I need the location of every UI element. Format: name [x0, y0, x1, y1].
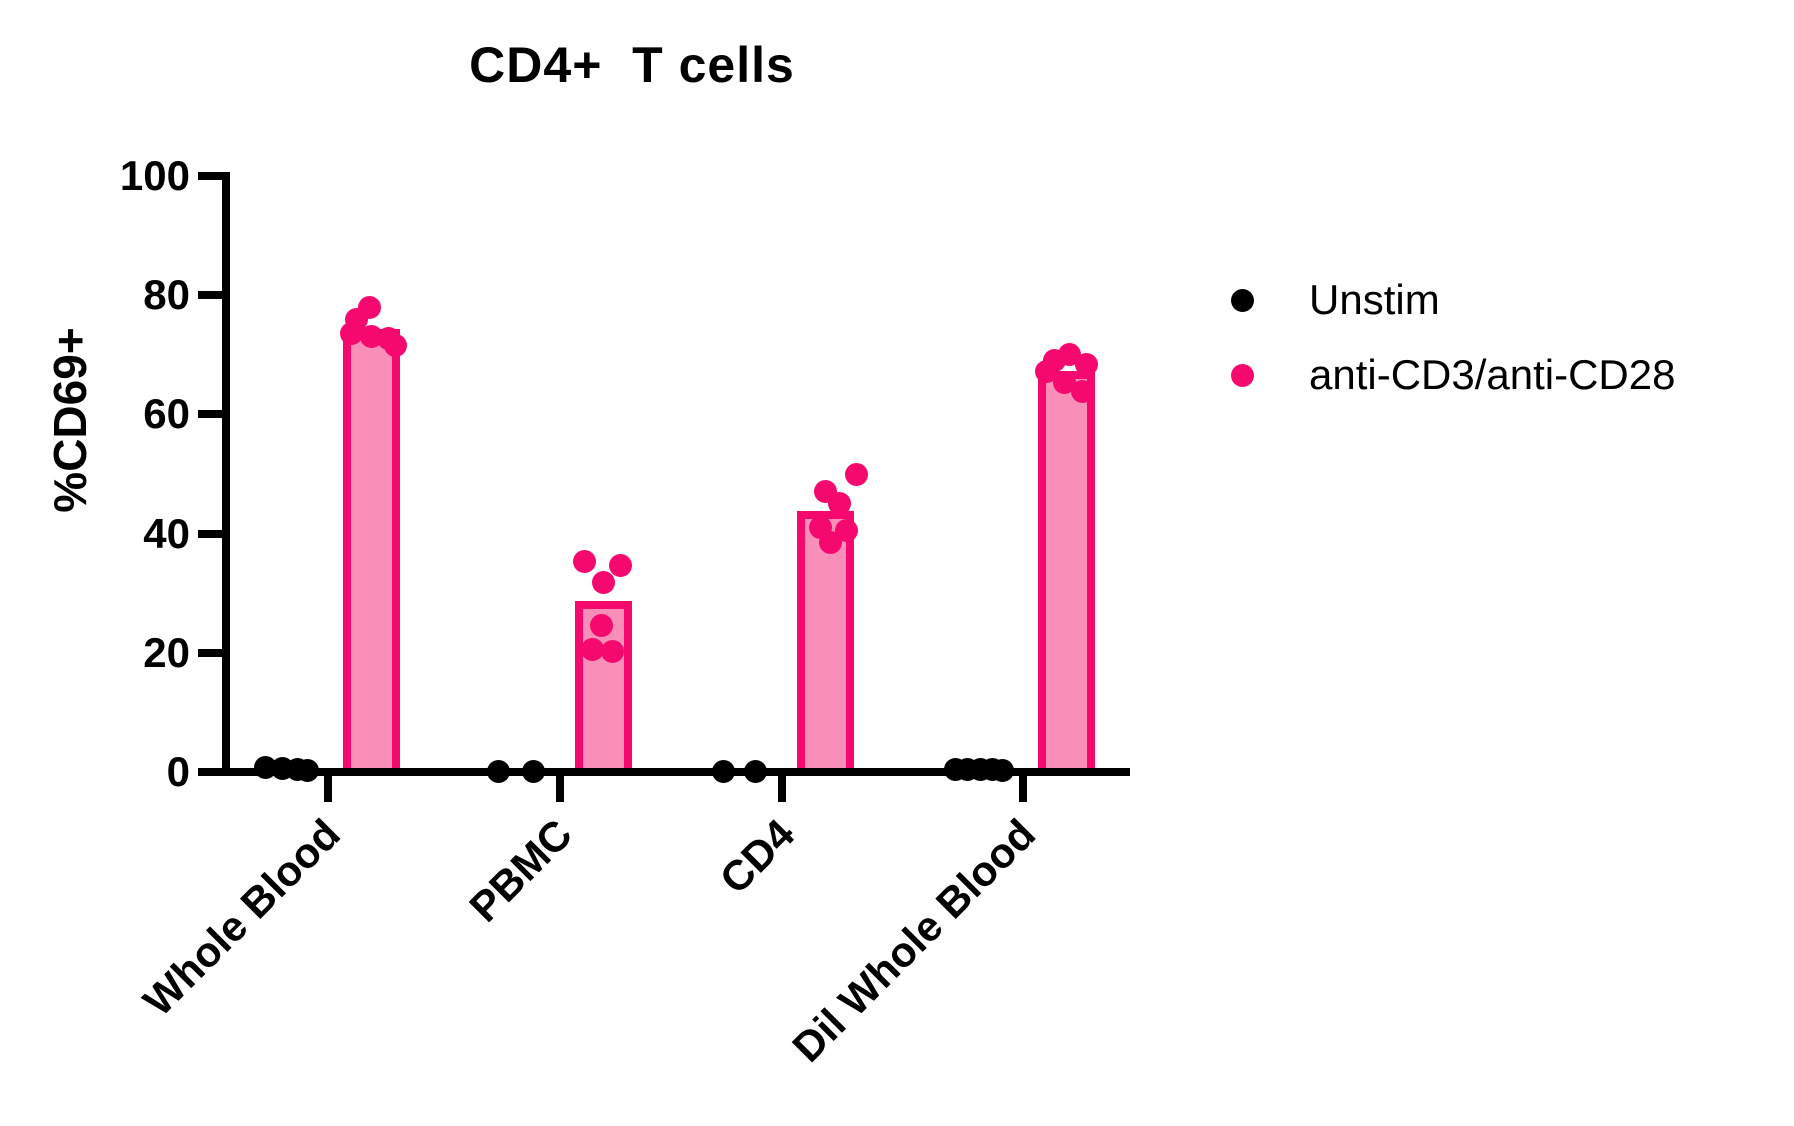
legend-label: anti-CD3/anti-CD28: [1309, 351, 1676, 398]
x-axis-category-label: Whole Blood: [134, 810, 350, 1025]
stim-data-point: [589, 614, 613, 638]
unstim-data-point: [711, 759, 735, 783]
y-tick: [198, 529, 224, 538]
stim-data-point: [591, 570, 615, 594]
stim-data-point: [608, 554, 632, 578]
legend-stim-marker-icon: [1231, 363, 1254, 387]
unstim-data-point: [295, 758, 319, 782]
y-tick-label: 40: [143, 509, 190, 557]
stim-data-point: [572, 550, 596, 574]
unstim-data-point: [521, 759, 545, 783]
legend-item-unstim: Unstim: [1231, 276, 1440, 324]
x-tick: [556, 772, 564, 802]
stim-data-point: [600, 640, 624, 664]
unstim-data-point: [486, 759, 510, 783]
stim-data-point: [339, 322, 363, 346]
stim-bar: [342, 328, 400, 776]
y-tick-label: 60: [143, 390, 190, 438]
stim-data-point: [1034, 359, 1058, 383]
y-tick: [198, 410, 224, 419]
x-axis-line: [222, 768, 1130, 776]
chart-title: CD4+ T cells: [469, 37, 795, 93]
stim-data-point: [818, 531, 842, 555]
x-tick: [324, 772, 332, 802]
legend-item-stim: anti-CD3/anti-CD28: [1231, 351, 1675, 399]
x-tick: [1019, 772, 1027, 802]
stim-data-point: [1052, 371, 1076, 395]
unstim-data-point: [743, 759, 767, 783]
x-axis-category-label: Dil Whole Blood: [783, 810, 1045, 1071]
stim-data-point: [383, 334, 407, 358]
y-tick-label: 20: [143, 628, 190, 676]
y-tick: [198, 768, 224, 776]
y-tick: [198, 291, 224, 300]
y-tick-label: 80: [143, 271, 190, 319]
y-tick: [198, 172, 224, 180]
stim-data-point: [1070, 380, 1094, 404]
x-axis-category-label: CD4: [710, 810, 804, 903]
stim-data-point: [580, 638, 604, 662]
legend-label: Unstim: [1309, 276, 1440, 323]
y-tick: [198, 648, 224, 657]
unstim-data-point: [253, 755, 277, 779]
x-tick: [778, 772, 786, 802]
legend-unstim-marker-icon: [1231, 288, 1254, 312]
y-tick-label: 100: [119, 152, 190, 199]
stim-bar: [1037, 371, 1095, 776]
stim-data-point: [359, 325, 383, 349]
unstim-data-point: [990, 758, 1014, 782]
x-axis-category-label: PBMC: [460, 810, 582, 931]
stim-data-point: [1074, 353, 1098, 377]
y-axis-title: %CD69+: [44, 327, 96, 513]
stim-data-point: [844, 462, 868, 486]
stim-data-point: [827, 492, 851, 516]
y-axis-line: [222, 172, 230, 776]
y-tick-label: 0: [166, 748, 190, 795]
